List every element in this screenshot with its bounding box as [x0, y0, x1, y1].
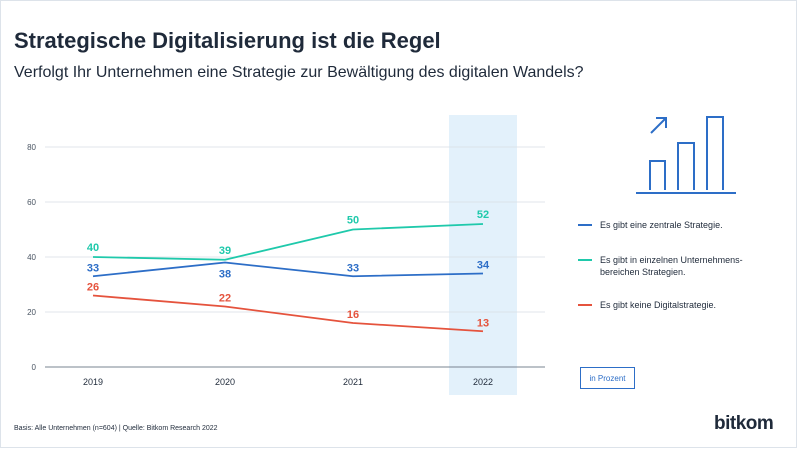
series-line: [92, 223, 484, 261]
data-label: 22: [219, 293, 231, 305]
data-label: 33: [347, 262, 359, 274]
legend-item-zentrale-strategie: Es gibt eine zentrale Strategie.: [578, 219, 788, 231]
legend-item-einzelne-bereiche: Es gibt in einzelnen Unternehmens-bereic…: [578, 254, 788, 278]
data-label: 33: [87, 262, 99, 274]
data-label: 26: [87, 282, 99, 294]
chart-title: Strategische Digitalisierung ist die Reg…: [14, 28, 441, 53]
series-line: [92, 294, 484, 333]
y-tick-label: 60: [27, 198, 36, 207]
x-tick-label: 2022: [473, 377, 493, 387]
data-label: 16: [347, 309, 359, 321]
bitkom-logo: bitkom: [714, 413, 774, 434]
legend-swatch: [578, 304, 592, 306]
data-label: 13: [477, 317, 489, 329]
data-label: 52: [477, 209, 489, 221]
data-label: 34: [477, 260, 490, 272]
data-label: 38: [219, 269, 231, 281]
legend-label: Es gibt keine Digitalstrategie.: [600, 300, 717, 310]
chart-subtitle: Verfolgt Ihr Unternehmen eine Strategie …: [14, 64, 584, 81]
legend-swatch: [578, 224, 592, 226]
y-tick-label: 20: [27, 308, 36, 317]
y-tick-label: 0: [32, 363, 37, 372]
data-label: 39: [219, 245, 231, 257]
y-tick-label: 80: [27, 143, 36, 152]
data-label: 40: [87, 242, 99, 254]
x-tick-label: 2021: [343, 377, 363, 387]
x-tick-label: 2019: [83, 377, 103, 387]
data-label: 50: [347, 215, 359, 227]
legend-swatch: [578, 259, 592, 261]
legend-item-keine-strategie: Es gibt keine Digitalstrategie.: [578, 299, 788, 311]
source-note: Basis: Alle Unternehmen (n=604) | Quelle…: [14, 425, 218, 432]
bar-chart-growth-icon: [636, 116, 736, 194]
legend-label: Es gibt eine zentrale Strategie.: [600, 220, 723, 230]
y-tick-label: 40: [27, 253, 36, 262]
highlight-band: [449, 115, 517, 395]
x-tick-label: 2020: [215, 377, 235, 387]
legend-label: Es gibt in einzelnen Unternehmens-bereic…: [600, 255, 743, 277]
unit-label: in Prozent: [580, 367, 635, 389]
series-line: [92, 261, 484, 278]
